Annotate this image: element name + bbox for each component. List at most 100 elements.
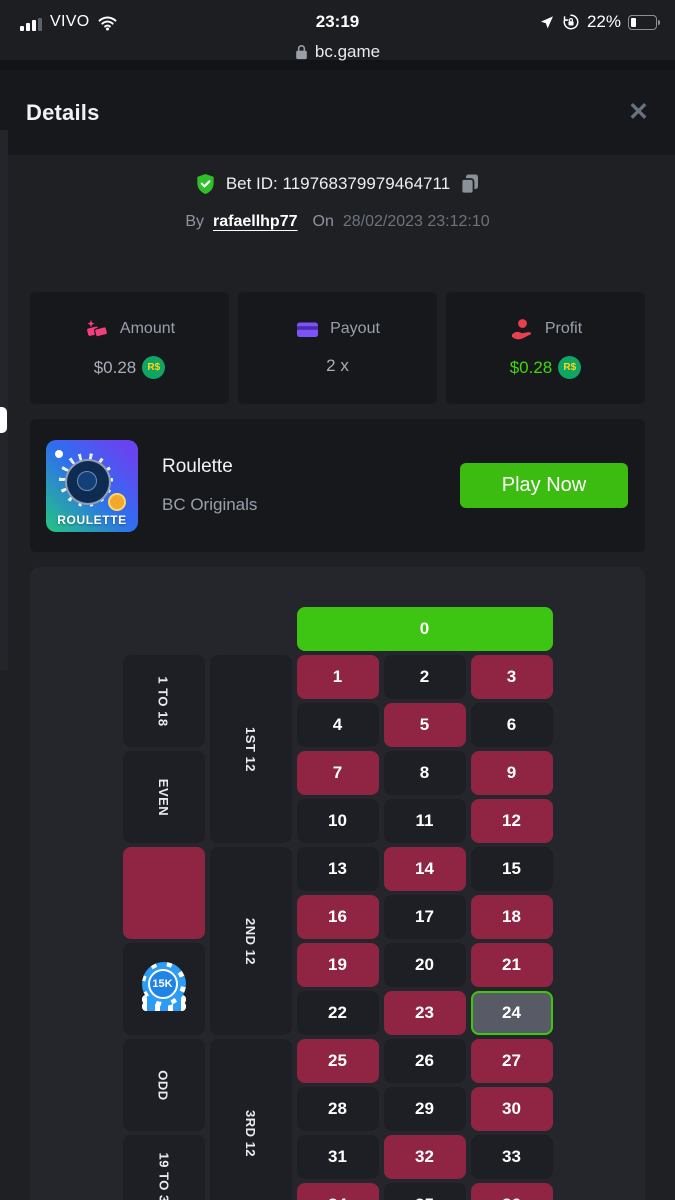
amount-card: Amount $0.28 R$ xyxy=(30,292,229,404)
roulette-cell-26: 26 xyxy=(383,1039,466,1083)
roulette-ball xyxy=(55,449,63,458)
bet-2nd-12: 2ND 12 xyxy=(209,847,292,1035)
bet-label: 1ST 12 xyxy=(242,726,258,772)
username-link[interactable]: rafaellhp77 xyxy=(213,213,298,230)
page-divider xyxy=(0,60,675,70)
roulette-cell-19: 19 xyxy=(296,943,379,987)
roulette-cell-33: 33 xyxy=(470,1135,553,1179)
payout-card: Payout 2 x xyxy=(238,292,437,404)
on-label: On xyxy=(312,213,334,230)
roulette-cell-24: 24 xyxy=(470,991,553,1035)
roulette-cell-11: 11 xyxy=(383,799,466,843)
coin-icon xyxy=(108,492,126,511)
roulette-cell-35: 35 xyxy=(383,1183,466,1200)
status-bar: VIVO 23:19 22% xyxy=(0,0,675,61)
game-card: ROULETTE Roulette BC Originals Play Now xyxy=(30,419,645,552)
currency-badge: R$ xyxy=(558,356,582,379)
roulette-cell-23: 23 xyxy=(383,991,466,1035)
game-provider: BC Originals xyxy=(162,495,258,514)
by-label: By xyxy=(185,213,205,230)
profit-value: $0.28 xyxy=(509,357,553,377)
roulette-cell-5: 5 xyxy=(383,703,466,747)
roulette-cell-36: 36 xyxy=(470,1183,553,1200)
roulette-cell-32: 32 xyxy=(383,1135,466,1179)
bet-label: ODD xyxy=(155,1069,171,1101)
roulette-cell-4: 4 xyxy=(296,703,379,747)
ssl-lock-icon xyxy=(296,45,307,60)
bet-3rd-12: 3RD 12 xyxy=(209,1039,292,1200)
battery-percent-label: 22% xyxy=(586,12,621,31)
wheel-inner xyxy=(65,458,111,505)
bet-id-row: Bet ID: 119768379979464711 xyxy=(0,170,675,198)
roulette-cell-13: 13 xyxy=(296,847,379,891)
roulette-cell-22: 22 xyxy=(296,991,379,1035)
roulette-cell-10: 10 xyxy=(296,799,379,843)
bet-chip-icon: 15K xyxy=(141,962,187,1016)
modal-title: Details xyxy=(26,99,100,125)
roulette-thumbnail[interactable]: ROULETTE xyxy=(46,439,138,532)
wifi-icon xyxy=(98,16,117,31)
bet-black-chip: 15K xyxy=(122,943,205,1035)
roulette-cell-1: 1 xyxy=(296,655,379,699)
close-icon[interactable]: ✕ xyxy=(628,98,649,126)
amount-label: Amount xyxy=(119,320,176,337)
credit-card-icon xyxy=(297,322,319,337)
payout-label: Payout xyxy=(330,320,380,337)
money-icon xyxy=(87,320,108,338)
roulette-board: 0 1 TO 18 EVEN 15K ODD 19 TO 36 1ST 12 2ND 12 3R… xyxy=(122,607,553,1200)
bet-even: EVEN xyxy=(122,751,205,843)
roulette-table-card: 0 1 TO 18 EVEN 15K ODD 19 TO 36 1ST 12 2ND 12 3R… xyxy=(30,567,645,1200)
bet-label: 2ND 12 xyxy=(242,917,258,965)
payout-value: 2 x xyxy=(326,356,349,375)
bet-label: 19 TO 36 xyxy=(156,1152,171,1200)
roulette-cell-3: 3 xyxy=(470,655,553,699)
bet-label: 1 TO 18 xyxy=(155,675,171,727)
stat-cards: Amount $0.28 R$ Payout 2 x xyxy=(30,292,645,404)
roulette-cell-8: 8 xyxy=(383,751,466,795)
roulette-cell-29: 29 xyxy=(383,1087,466,1131)
profit-label: Profit xyxy=(544,320,583,337)
roulette-cell-21: 21 xyxy=(470,943,553,987)
bet-author-row: By rafaellhp77 On 28/02/2023 23:12:10 xyxy=(0,209,675,235)
bet-label: 3RD 12 xyxy=(242,1109,258,1157)
bet-red xyxy=(122,847,205,939)
hand-coin-icon xyxy=(511,319,531,340)
bet-id-label: Bet ID: 119768379979464711 xyxy=(225,174,451,193)
currency-badge: R$ xyxy=(142,356,166,379)
bet-19-to-36: 19 TO 36 xyxy=(122,1135,205,1200)
thumbnail-label: ROULETTE xyxy=(57,512,127,527)
modal-header: Details ✕ xyxy=(0,70,675,155)
roulette-cell-2: 2 xyxy=(383,655,466,699)
roulette-cell-25: 25 xyxy=(296,1039,379,1083)
roulette-cell-9: 9 xyxy=(470,751,553,795)
verified-shield-icon xyxy=(197,173,214,195)
roulette-cell-14: 14 xyxy=(383,847,466,891)
play-now-button[interactable]: Play Now xyxy=(460,463,628,508)
scrollbar-thumb[interactable] xyxy=(0,407,7,433)
roulette-cell-12: 12 xyxy=(470,799,553,843)
roulette-cell-31: 31 xyxy=(296,1135,379,1179)
roulette-cell-15: 15 xyxy=(470,847,553,891)
roulette-cell-7: 7 xyxy=(296,751,379,795)
status-time: 23:19 xyxy=(315,12,360,31)
game-title: Roulette xyxy=(162,456,233,477)
wheel-hub xyxy=(77,470,97,491)
roulette-cell-30: 30 xyxy=(470,1087,553,1131)
chip-amount-label: 15K xyxy=(147,969,178,999)
profit-card: Profit $0.28 R$ xyxy=(446,292,645,404)
roulette-cell-6: 6 xyxy=(470,703,553,747)
carrier-label: VIVO xyxy=(50,13,90,30)
bet-1-to-18: 1 TO 18 xyxy=(122,655,205,747)
roulette-cell-28: 28 xyxy=(296,1087,379,1131)
roulette-cell-20: 20 xyxy=(383,943,466,987)
address-bar-url[interactable]: bc.game xyxy=(314,42,381,61)
bet-odd: ODD xyxy=(122,1039,205,1131)
orientation-lock-icon xyxy=(563,14,579,30)
cellular-signal-icon xyxy=(20,18,42,31)
roulette-cell-34: 34 xyxy=(296,1183,379,1200)
roulette-cell-17: 17 xyxy=(383,895,466,939)
bet-timestamp: 28/02/2023 23:12:10 xyxy=(342,213,490,230)
modal-body: Bet ID: 119768379979464711 By rafaellhp7… xyxy=(0,130,675,1200)
copy-icon[interactable] xyxy=(459,172,481,196)
